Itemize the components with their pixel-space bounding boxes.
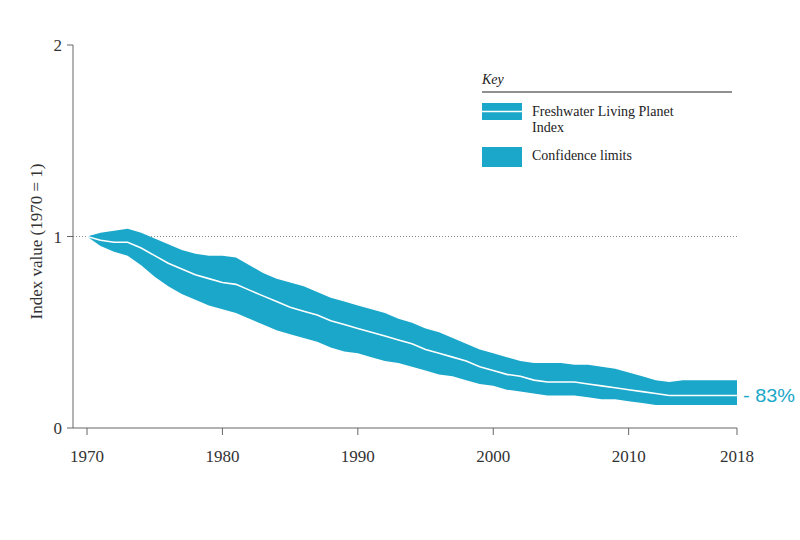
x-tick (628, 428, 629, 435)
y-tick (67, 428, 73, 429)
x-tick-label: 2018 (720, 447, 754, 466)
chart-container: 0 1 2 1970 1980 1990 2000 2010 2018 Index value (… (0, 0, 800, 540)
legend-label: Freshwater Living PlanetIndex (532, 104, 674, 135)
legend-rule (482, 91, 732, 92)
x-tick (737, 428, 738, 435)
x-tick (87, 428, 88, 435)
legend-swatch-line (482, 111, 522, 113)
x-tick-label: 2000 (476, 447, 510, 466)
legend-swatch (482, 147, 522, 167)
x-tick (357, 428, 358, 435)
x-tick-label: 1990 (341, 447, 375, 466)
y-tick-label: 0 (54, 419, 63, 438)
x-tick-label: 2010 (612, 447, 646, 466)
y-tick-label: 2 (54, 36, 63, 55)
y-tick-label: 1 (54, 228, 63, 247)
y-axis-label: Index value (1970 = 1) (27, 164, 46, 320)
legend-label: Confidence limits (532, 148, 632, 163)
plot-area (87, 229, 737, 405)
annotation: - 83% (743, 385, 795, 406)
reference-line (73, 236, 737, 237)
chart-svg: 0 1 2 1970 1980 1990 2000 2010 2018 Index value (… (0, 0, 800, 540)
x-axis (73, 428, 737, 429)
y-tick (67, 45, 73, 46)
legend-swatch (482, 103, 522, 120)
confidence-band (87, 229, 737, 405)
y-tick (67, 236, 73, 237)
index-line (87, 237, 737, 396)
legend-title: Key (481, 72, 505, 87)
x-tick (222, 428, 223, 435)
x-tick-label: 1970 (70, 447, 104, 466)
x-tick-label: 1980 (205, 447, 239, 466)
x-tick (493, 428, 494, 435)
